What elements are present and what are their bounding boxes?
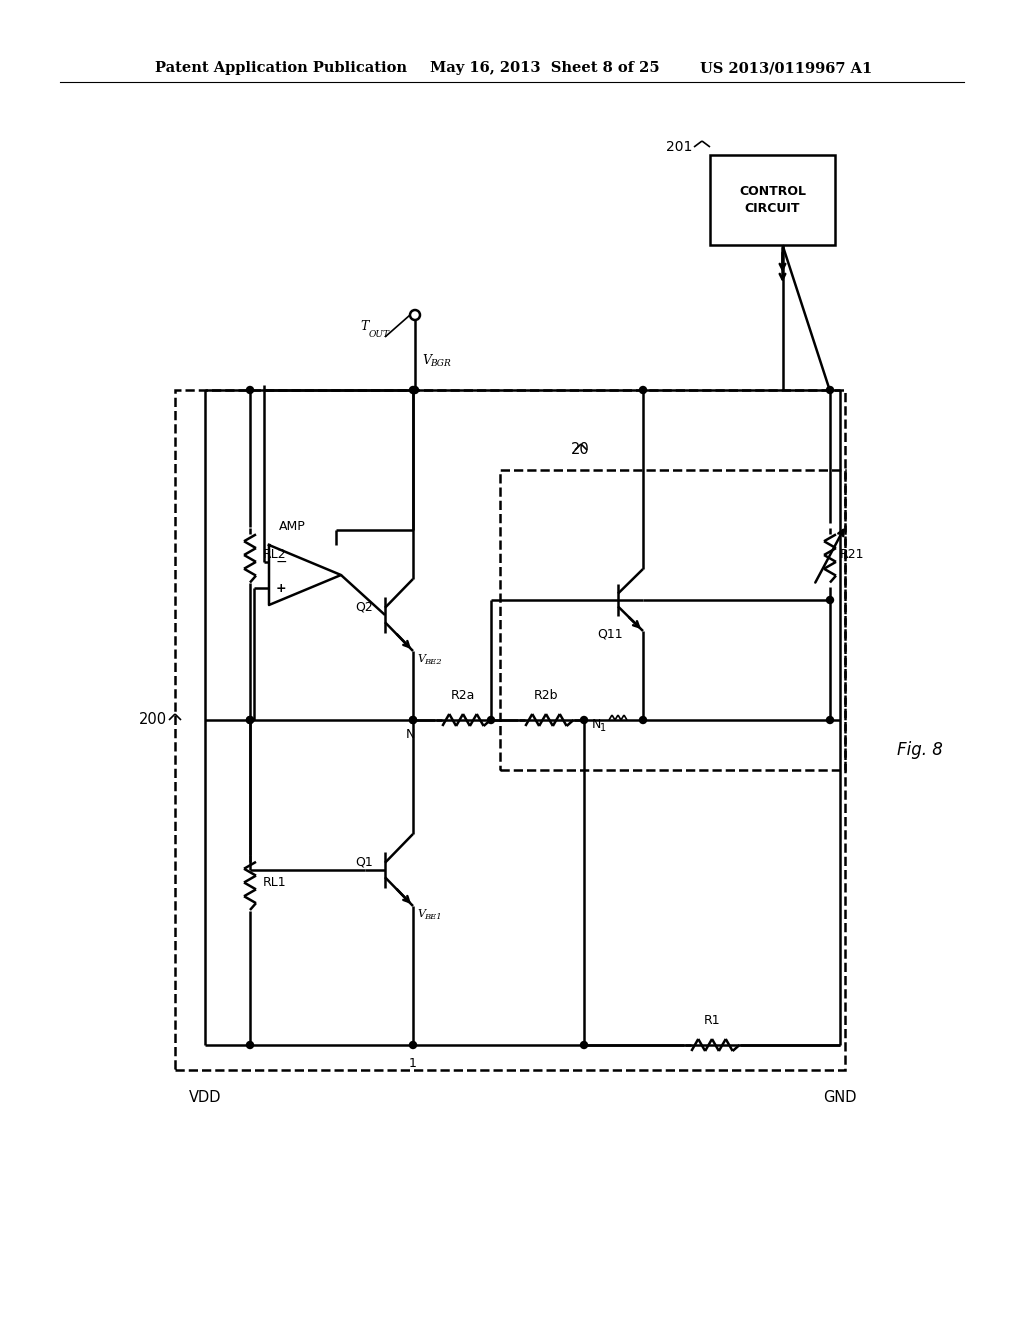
Text: BE2: BE2 (424, 657, 441, 667)
Text: Fig. 8: Fig. 8 (897, 741, 943, 759)
Text: GND: GND (823, 1090, 857, 1106)
Text: Q11: Q11 (597, 627, 623, 640)
Text: 200: 200 (139, 713, 167, 727)
Circle shape (826, 387, 834, 393)
Text: May 16, 2013  Sheet 8 of 25: May 16, 2013 Sheet 8 of 25 (430, 61, 659, 75)
Text: −: − (275, 554, 287, 569)
Text: N: N (406, 729, 415, 741)
Text: N: N (592, 718, 601, 731)
Text: R2a: R2a (451, 689, 475, 702)
Circle shape (410, 1041, 417, 1048)
Text: 1: 1 (600, 723, 606, 733)
Text: BGR: BGR (430, 359, 451, 367)
Text: V: V (422, 354, 431, 367)
Text: BE1: BE1 (424, 913, 441, 921)
Text: T: T (360, 319, 369, 333)
Text: OUT: OUT (369, 330, 390, 339)
Circle shape (410, 387, 417, 393)
Text: 20: 20 (570, 442, 590, 458)
Text: +: + (275, 582, 287, 595)
Circle shape (581, 1041, 588, 1048)
Circle shape (410, 717, 417, 723)
Circle shape (410, 717, 417, 723)
Text: R21: R21 (840, 549, 864, 561)
Text: RL2: RL2 (263, 549, 287, 561)
Text: V: V (417, 909, 425, 919)
Circle shape (412, 387, 419, 393)
Text: V: V (417, 653, 425, 664)
Text: 1: 1 (409, 1057, 417, 1071)
Text: CONTROL
CIRCUIT: CONTROL CIRCUIT (739, 185, 806, 215)
Circle shape (826, 597, 834, 603)
Circle shape (826, 717, 834, 723)
Text: R1: R1 (703, 1014, 720, 1027)
Text: Q2: Q2 (355, 601, 373, 614)
Circle shape (640, 387, 646, 393)
Circle shape (581, 717, 588, 723)
Circle shape (247, 1041, 254, 1048)
Text: 201: 201 (666, 140, 692, 154)
Text: US 2013/0119967 A1: US 2013/0119967 A1 (700, 61, 872, 75)
Text: RL1: RL1 (263, 876, 287, 888)
Circle shape (247, 717, 254, 723)
Text: VDD: VDD (188, 1090, 221, 1106)
Bar (500, 470, 845, 770)
Text: AMP: AMP (279, 520, 306, 533)
Text: Q1: Q1 (355, 855, 373, 869)
Circle shape (487, 717, 495, 723)
Text: Patent Application Publication: Patent Application Publication (155, 61, 407, 75)
Bar (710, 154, 835, 246)
Bar (175, 389, 845, 1071)
Circle shape (247, 387, 254, 393)
Circle shape (247, 717, 254, 723)
Circle shape (640, 717, 646, 723)
Text: R2b: R2b (534, 689, 558, 702)
